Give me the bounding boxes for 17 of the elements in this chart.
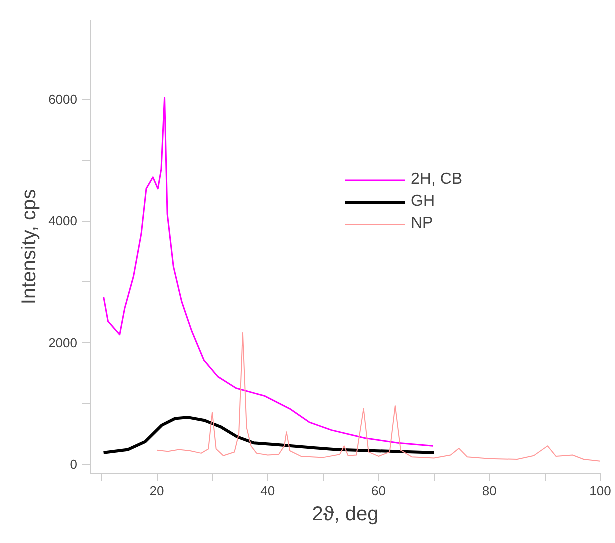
x-tick-label: 80: [482, 484, 497, 498]
y-tick-label: 6000: [48, 92, 78, 108]
line-series: [102, 416, 436, 454]
legend-label: NP: [411, 215, 434, 233]
x-tick-label: 60: [372, 484, 386, 498]
legend-label: GH: [411, 193, 435, 211]
line-series: [156, 332, 600, 462]
y-axis-title: Intensity, cps: [18, 189, 41, 305]
y-tick-label: 0: [70, 456, 78, 472]
y-tick-label: 2000: [48, 335, 78, 350]
x-tick-label: 20: [150, 484, 164, 498]
x-tick-label: 40: [260, 484, 276, 498]
x-axis-title: 2ϑ, deg: [312, 504, 379, 526]
y-tick-label: 4000: [48, 214, 78, 229]
legend-label: 2H, CB: [411, 171, 463, 189]
line-series: [103, 96, 434, 447]
x-tick-label: 100: [590, 484, 612, 498]
